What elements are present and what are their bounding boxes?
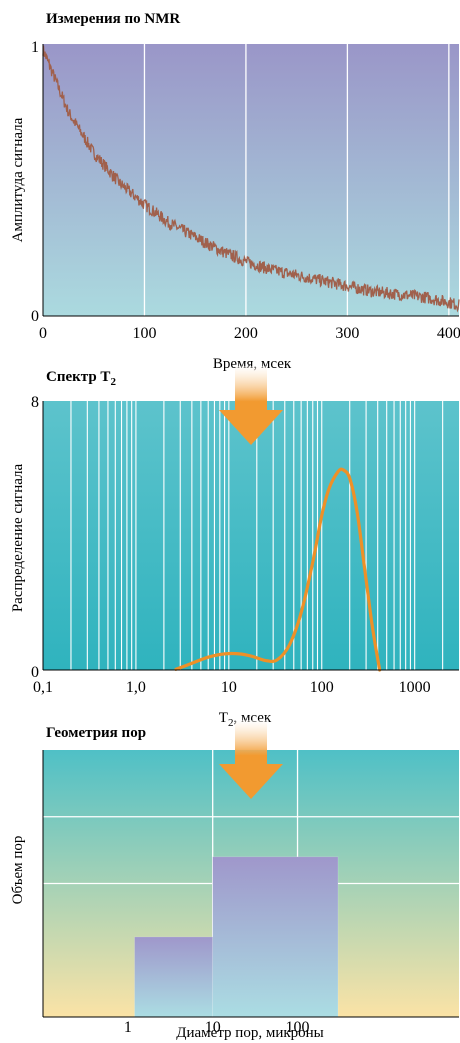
decay-curve bbox=[42, 45, 460, 313]
panel3-x-ticks: 1 10 100 bbox=[124, 1019, 310, 1036]
panel3-x-label: Диаметр пор, микроны bbox=[176, 1025, 324, 1041]
panel3-plot bbox=[42, 750, 459, 1018]
panel3-y-label: Объем пор bbox=[10, 836, 26, 905]
panel1-x-ticks: 0 100 200 300 400 bbox=[39, 325, 460, 342]
panel1-plot bbox=[42, 44, 460, 317]
panel2-title: Спектр T2 bbox=[46, 369, 116, 388]
panel2-title-sub: 2 bbox=[110, 376, 116, 388]
panel2-x-tick-label: 0,1 bbox=[33, 679, 53, 696]
pore-volume-bar bbox=[134, 936, 213, 1018]
arrow-down-icon bbox=[219, 720, 283, 799]
panel2-x-tick-label: 1000 bbox=[399, 679, 431, 696]
panel2-x-label-sub: 2 bbox=[228, 717, 234, 729]
panel2-x-label-main: T bbox=[219, 710, 228, 726]
panel2-x-tick-label: 1,0 bbox=[126, 679, 146, 696]
panel1-x-tick-label: 100 bbox=[132, 325, 156, 342]
panel2-y-label: Распределение сигнала bbox=[10, 463, 26, 612]
panel1-y-tick-bottom: 0 bbox=[31, 308, 39, 325]
panel2-y-tick-top: 8 bbox=[31, 394, 39, 411]
panel3-x-tick-label: 1 bbox=[124, 1019, 132, 1036]
panel2-x-tick-label: 10 bbox=[221, 679, 237, 696]
panel1-x-tick-label: 400 bbox=[437, 325, 460, 342]
panel1-y-label: Амплитуда сигнала bbox=[10, 117, 26, 242]
panel1-x-tick-label: 200 bbox=[234, 325, 258, 342]
panel2-x-tick-label: 100 bbox=[310, 679, 334, 696]
panel2-x-ticks: 0,1 1,0 10 100 1000 bbox=[33, 679, 431, 696]
t2-distribution-curve bbox=[174, 467, 382, 672]
arrow-down-icon bbox=[219, 366, 283, 445]
panel2-title-main: Спектр T bbox=[46, 369, 110, 385]
panel1-y-tick-top: 1 bbox=[31, 39, 39, 56]
panel3-x-tick-label: 100 bbox=[286, 1019, 310, 1036]
panel3-title: Геометрия пор bbox=[46, 725, 146, 741]
panel1-grid bbox=[143, 44, 450, 316]
pore-volume-bar bbox=[212, 856, 339, 1018]
panel2-grid bbox=[70, 401, 444, 670]
panel1-x-tick-label: 0 bbox=[39, 325, 47, 342]
panel1-title: Измерения по NMR bbox=[46, 11, 180, 27]
panel3-x-tick-label: 10 bbox=[205, 1019, 221, 1036]
panel2-y-tick-bottom: 0 bbox=[31, 664, 39, 681]
panel1-background bbox=[43, 44, 459, 316]
panel1-x-tick-label: 300 bbox=[335, 325, 359, 342]
panel2-background bbox=[43, 401, 459, 670]
pore-volume-bars bbox=[134, 856, 339, 1018]
panel1-x-label: Время, мсек bbox=[213, 356, 292, 372]
panel2-plot bbox=[42, 401, 459, 672]
